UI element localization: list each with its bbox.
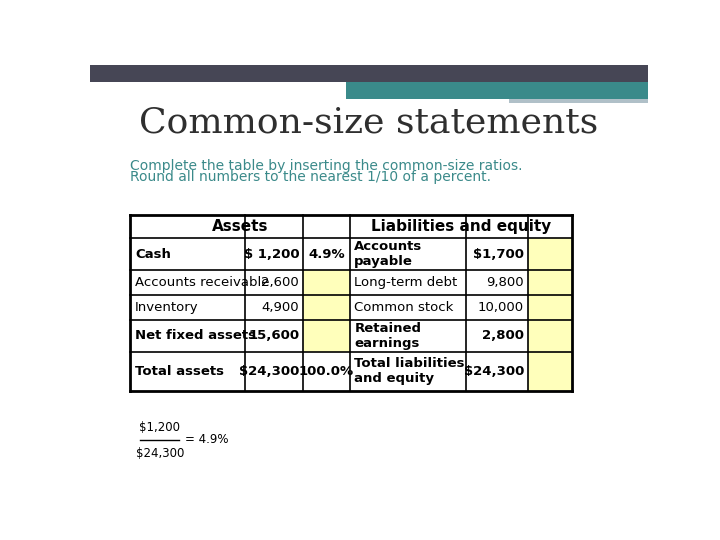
Bar (528, 352, 572, 390)
Text: Accounts receivable: Accounts receivable (135, 276, 269, 289)
Text: 9,800: 9,800 (487, 276, 524, 289)
Text: Retained
earnings: Retained earnings (354, 322, 421, 350)
Bar (508, 99, 648, 103)
Text: Long-term debt: Long-term debt (354, 276, 457, 289)
Text: Complete the table by inserting the common-size ratios.: Complete the table by inserting the comm… (130, 159, 523, 173)
Text: Inventory: Inventory (135, 301, 199, 314)
Text: Total assets: Total assets (135, 364, 224, 378)
Text: $1,700: $1,700 (473, 248, 524, 261)
Bar (528, 320, 572, 352)
Text: Cash: Cash (135, 248, 171, 261)
Bar (303, 295, 350, 320)
Text: 2,600: 2,600 (261, 276, 300, 289)
Text: $1,200: $1,200 (139, 421, 180, 434)
Bar (528, 271, 572, 295)
Bar (303, 271, 350, 295)
Text: Net fixed assets: Net fixed assets (135, 329, 256, 342)
Text: 2,800: 2,800 (482, 329, 524, 342)
Text: 100.0%: 100.0% (299, 364, 354, 378)
Text: Liabilities and equity: Liabilities and equity (371, 219, 551, 234)
Text: Round all numbers to the nearest 1/10 of a percent.: Round all numbers to the nearest 1/10 of… (130, 170, 491, 184)
Text: 4,900: 4,900 (261, 301, 300, 314)
Bar (528, 295, 572, 320)
Bar (346, 82, 648, 99)
Text: 4.9%: 4.9% (308, 248, 345, 261)
Bar (90, 65, 648, 82)
Text: Assets: Assets (212, 219, 269, 234)
Text: Common stock: Common stock (354, 301, 454, 314)
Text: Common-size statements: Common-size statements (140, 105, 598, 139)
Text: 10,000: 10,000 (478, 301, 524, 314)
Text: = 4.9%: = 4.9% (184, 433, 228, 446)
Text: Accounts
payable: Accounts payable (354, 240, 423, 268)
Text: $24,300: $24,300 (239, 364, 300, 378)
Text: Total liabilities
and equity: Total liabilities and equity (354, 357, 465, 385)
Bar (303, 320, 350, 352)
Text: $24,300: $24,300 (135, 448, 184, 461)
Bar (130, 215, 572, 390)
Text: $ 1,200: $ 1,200 (243, 248, 300, 261)
Bar (528, 238, 572, 271)
Text: $24,300: $24,300 (464, 364, 524, 378)
Text: 15,600: 15,600 (248, 329, 300, 342)
